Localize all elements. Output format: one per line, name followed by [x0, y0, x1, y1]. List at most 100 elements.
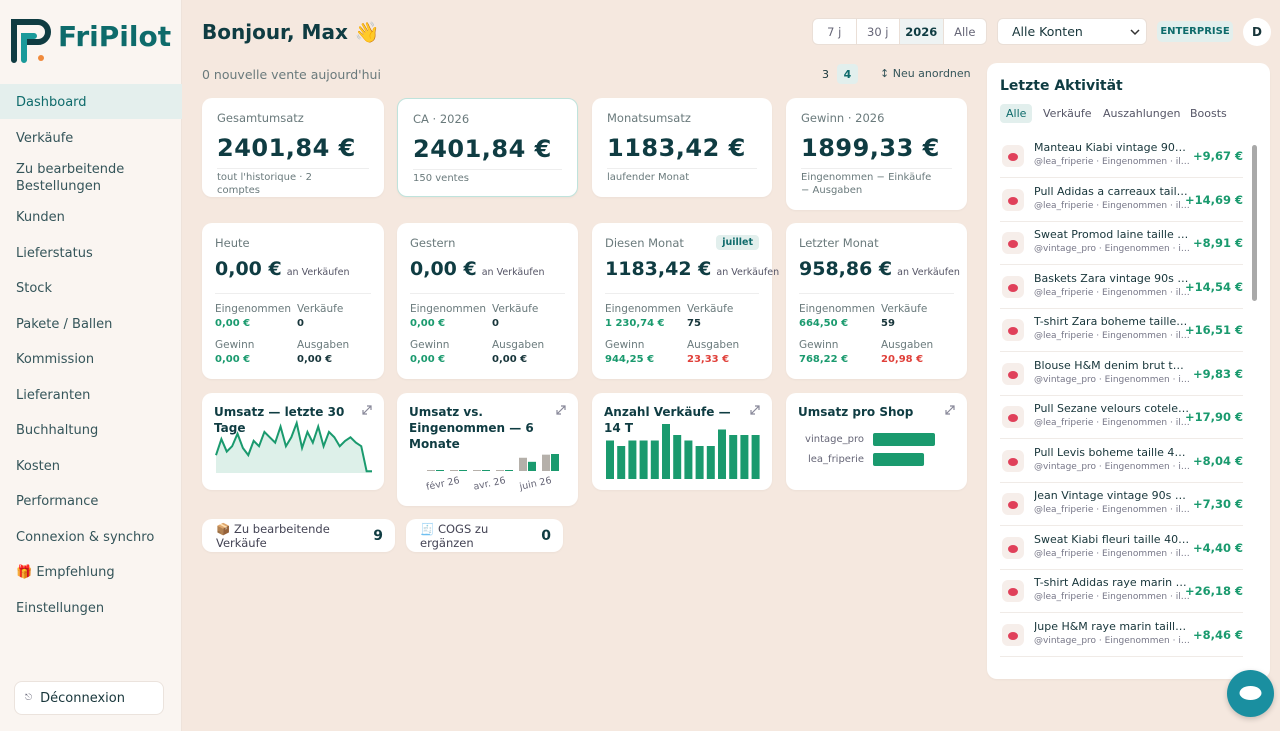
- nav-item[interactable]: Pakete / Ballen: [16, 316, 113, 332]
- period-value: 0,00 €: [410, 258, 477, 280]
- stat-label: Verkäufe: [297, 303, 344, 315]
- bar: [606, 440, 614, 479]
- activity-tab[interactable]: Boosts: [1190, 107, 1227, 120]
- nav-item[interactable]: Buchhaltung: [16, 423, 99, 438]
- range-button[interactable]: 30 j: [855, 19, 900, 44]
- nav-item[interactable]: 🎁 Empfehlung: [16, 565, 115, 580]
- bar: [639, 440, 648, 479]
- range-button[interactable]: Alle: [942, 19, 987, 44]
- column-option[interactable]: 3: [822, 67, 829, 81]
- item-icon: [1002, 536, 1024, 559]
- item-amount: +8,46 €: [1192, 627, 1243, 642]
- bar: [519, 457, 527, 471]
- item-title: Pull Adidas a carreaux taille 4…: [1034, 184, 1190, 198]
- item-meta: @lea_friperie · Eingenommen · il y a…: [1034, 157, 1190, 167]
- item-icon-glyph: [1008, 240, 1018, 248]
- nav-item[interactable]: Stock: [16, 281, 52, 296]
- activity-item[interactable]: Pull Sezane velours cotele ta… @lea_fripe…: [1000, 399, 1243, 439]
- activity-item[interactable]: T-shirt Adidas raye marin taill… @lea_fri…: [1000, 573, 1243, 613]
- range-selector: 7 j 30 j 2026 Alle: [812, 18, 987, 45]
- nav-item[interactable]: Lieferanten: [16, 387, 91, 403]
- period-value-row: 1183,42 € an Verkäufen: [605, 258, 779, 280]
- expand-icon: [362, 405, 372, 415]
- stat-value: 0: [492, 318, 499, 329]
- period-unit: an Verkäufen: [481, 267, 545, 278]
- avatar[interactable]: D: [1243, 18, 1271, 46]
- expand-glyph: [945, 405, 955, 415]
- nav-item[interactable]: Kosten: [16, 458, 60, 474]
- subtitle: 0 nouvelle vente aujourd'hui: [202, 67, 381, 82]
- activity-item[interactable]: Pull Levis boheme taille 42 #2… @vintage_…: [1000, 443, 1243, 483]
- nav-item[interactable]: Einstellungen: [16, 600, 105, 616]
- account-select[interactable]: Alle Konten: [997, 18, 1147, 45]
- item-meta: @lea_friperie · Eingenommen · il y a…: [1034, 592, 1190, 602]
- column-option[interactable]: 4: [837, 64, 858, 84]
- chart-plot: [215, 419, 372, 473]
- activity-tab[interactable]: Alle: [1000, 104, 1033, 123]
- nav-item[interactable]: Dashboard: [0, 84, 182, 119]
- chart-card: Umsatz pro Shop vintage_pro lea_friperie: [786, 393, 967, 490]
- nav-item[interactable]: Lieferstatus: [16, 245, 93, 261]
- counter-card[interactable]: 📦 Zu bearbeitende Verkäufe 9: [202, 519, 395, 552]
- item-icon: [1002, 580, 1024, 602]
- kpi-note: Eingenommen − Einkäufe − Ausgaben: [801, 172, 932, 196]
- activity-item[interactable]: Jean Vintage vintage 90s taill… @lea_frip…: [1000, 486, 1243, 526]
- item-amount: +26,18 €: [1184, 584, 1243, 598]
- bar: [542, 454, 550, 471]
- nav-item[interactable]: Verkäufe: [16, 130, 74, 146]
- stat-label: Eingenommen: [410, 303, 486, 315]
- chart-plot: févr 26 avr. 26 juin 26: [425, 454, 559, 493]
- stat-label: Gewinn: [799, 339, 839, 351]
- expand-icon: [750, 405, 760, 415]
- stat-value: 0,00 €: [492, 354, 528, 365]
- kpi-value: 1899,33 €: [801, 134, 940, 162]
- kpi-card: Monatsumsatz 1183,42 € laufender Monat: [592, 98, 772, 197]
- activity-item[interactable]: T-shirt Zara boheme taille M … @lea_fripe…: [1000, 312, 1243, 352]
- icon-shape: [1008, 283, 1018, 292]
- stat-value: 664,50 €: [799, 318, 849, 329]
- bar: [673, 435, 682, 479]
- period-unit: an Verkäufen: [286, 267, 350, 278]
- activity-item[interactable]: Baskets Zara vintage 90s tail… @lea_fripe…: [1000, 269, 1243, 309]
- counter-label: 📦 Zu bearbeitende Verkäufe: [216, 521, 330, 550]
- nav-item[interactable]: Performance: [16, 494, 99, 509]
- item-amount: +9,83 €: [1192, 366, 1243, 381]
- nav-item[interactable]: Connexion & synchro: [16, 529, 155, 545]
- nav-item[interactable]: Kunden: [16, 210, 65, 225]
- nav-item[interactable]: Zu bearbeitende Bestellungen: [16, 162, 125, 194]
- nav-item[interactable]: Kommission: [16, 352, 95, 367]
- icon-shape: [1008, 196, 1018, 205]
- activity-item[interactable]: Blouse H&M denim brut taille … @vintage_p…: [1000, 356, 1243, 396]
- item-title: T-shirt Adidas raye marin taill…: [1034, 576, 1190, 589]
- item-meta: @lea_friperie · Eingenommen · il y a…: [1034, 287, 1190, 298]
- bar: [695, 446, 704, 479]
- logout-button[interactable]: ⎋ Déconnexion: [14, 681, 164, 715]
- item-amount: +16,51 €: [1184, 323, 1243, 337]
- x-tick-label: avr. 26: [472, 475, 506, 493]
- bar: [751, 435, 760, 479]
- item-icon-glyph: [1008, 544, 1018, 553]
- chat-button[interactable]: [1227, 670, 1274, 717]
- activity-item[interactable]: Jupe H&M raye marin taille XL … @vintage_…: [1000, 617, 1243, 657]
- activity-tab[interactable]: Auszahlungen: [1103, 107, 1181, 120]
- stat-label: Eingenommen: [605, 303, 681, 315]
- range-button[interactable]: 2026: [899, 19, 943, 44]
- activity-item[interactable]: Sweat Promod laine taille 40 … @vintage_p…: [1000, 225, 1243, 265]
- period-label: Letzter Monat: [799, 236, 879, 250]
- divider: [413, 169, 562, 170]
- activity-item[interactable]: Pull Adidas a carreaux taille 4… @lea_fri…: [1000, 182, 1243, 222]
- activity-item[interactable]: Sweat Kiabi fleuri taille 40 #2… @lea_fri…: [1000, 530, 1243, 570]
- reorder-button[interactable]: ↕ Neu anordnen: [880, 67, 971, 80]
- item-meta: @lea_friperie · Eingenommen · il y a…: [1034, 200, 1190, 211]
- divider: [215, 293, 371, 294]
- range-button[interactable]: 7 j: [827, 24, 842, 39]
- bar: [650, 440, 659, 479]
- logo-text: FriPilot: [58, 20, 172, 53]
- sidebar: FriPilot Dashboard Verkäufe Zu bearbeitend…: [0, 0, 182, 731]
- counter-card[interactable]: 🧾 COGS zu ergänzen 0: [406, 519, 563, 552]
- activity-tab[interactable]: Verkäufe: [1043, 107, 1092, 120]
- logout-label: Déconnexion: [40, 690, 125, 706]
- chart-card: Umsatz vs. Eingenommen — 6 Monate févr 26…: [397, 393, 578, 506]
- period-card: Diesen Monat juillet 1183,42 € an Verkäufen…: [592, 223, 779, 379]
- activity-item[interactable]: Manteau Kiabi vintage 90s taill… @lea_fri…: [1000, 138, 1243, 178]
